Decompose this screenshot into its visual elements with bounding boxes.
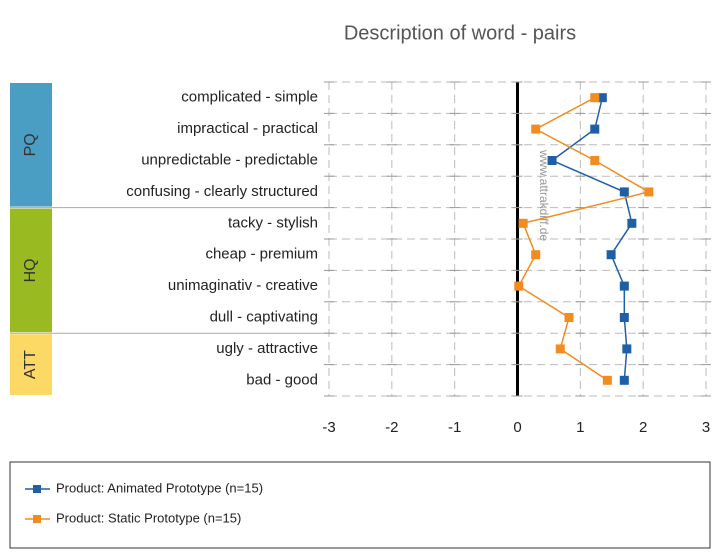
series-line: [517, 97, 651, 381]
group-label: HQ: [22, 258, 39, 282]
x-tick-label: 1: [576, 419, 584, 436]
data-point: [531, 124, 541, 134]
group-band: [10, 334, 52, 395]
category-label: bad - good: [246, 371, 318, 388]
group-label: ATT: [22, 350, 39, 379]
data-point: [619, 375, 629, 385]
data-point: [518, 218, 528, 228]
legend-label: Product: Animated Prototype (n=15): [56, 480, 263, 495]
data-point: [514, 281, 524, 291]
data-point: [590, 156, 600, 165]
x-tick-label: 3: [702, 419, 710, 436]
group-label: PQ: [22, 133, 39, 156]
category-label: unimaginativ - creative: [168, 277, 318, 294]
x-tick-label: -1: [448, 419, 461, 436]
category-label: ugly - attractive: [216, 340, 318, 357]
data-point: [627, 218, 637, 228]
data-point: [619, 187, 629, 197]
legend-marker: [33, 515, 41, 523]
data-point: [606, 250, 616, 260]
x-tick-label: -3: [322, 419, 335, 436]
group-band: [10, 208, 52, 333]
data-point: [602, 375, 612, 385]
data-point: [547, 156, 557, 165]
data-point: [590, 124, 600, 134]
group-band: [10, 83, 52, 207]
category-label: dull - captivating: [210, 308, 318, 325]
category-label: impractical - practical: [177, 120, 318, 137]
category-label: tacky - stylish: [228, 214, 318, 231]
data-point: [619, 281, 629, 291]
legend-label: Product: Static Prototype (n=15): [56, 510, 241, 525]
data-point: [564, 313, 574, 322]
legend-box: [9, 461, 711, 549]
series-line: [550, 97, 633, 381]
category-label: cheap - premium: [205, 246, 318, 263]
x-tick-label: 2: [639, 419, 647, 436]
data-point: [622, 344, 632, 354]
data-point: [644, 187, 654, 197]
data-point: [590, 93, 600, 103]
category-label: confusing - clearly structured: [126, 183, 318, 200]
data-point: [531, 250, 541, 260]
category-label: complicated - simple: [181, 89, 318, 106]
data-point: [619, 313, 629, 322]
x-tick-label: -2: [385, 419, 398, 436]
data-point: [597, 93, 607, 103]
data-point: [555, 344, 565, 354]
x-tick-label: 0: [513, 419, 521, 436]
chart-title: Description of word - pairs: [344, 22, 576, 44]
category-label: unpredictable - predictable: [141, 151, 318, 168]
legend-marker: [33, 485, 41, 493]
